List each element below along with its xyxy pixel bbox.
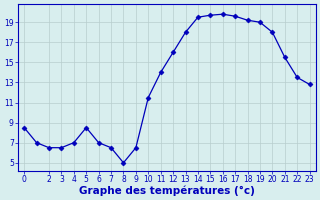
X-axis label: Graphe des températures (°c): Graphe des températures (°c) [79,185,255,196]
